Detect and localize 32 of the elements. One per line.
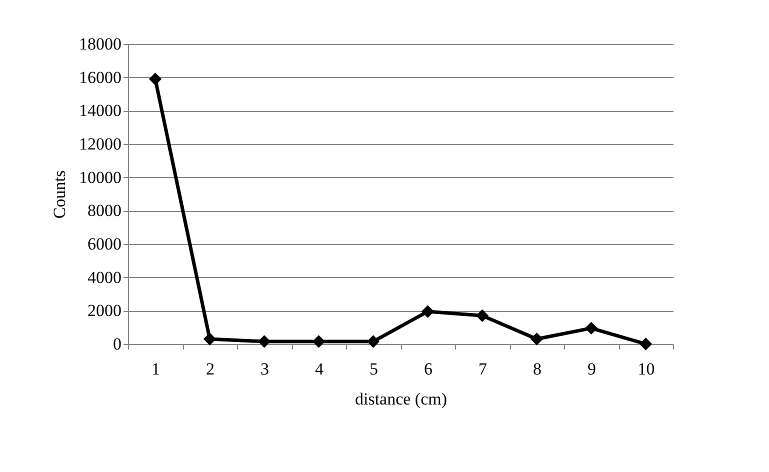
point (476, 309, 489, 322)
x-tick-label: 6 (424, 360, 432, 378)
y-tick-label: 14000 (79, 101, 122, 120)
point (366, 335, 380, 348)
point (203, 332, 216, 346)
y-tick-label: 12000 (79, 134, 122, 154)
point (639, 338, 652, 350)
x-tick-label: 8 (533, 360, 542, 378)
y-tick-label: 10000 (79, 168, 122, 187)
x-tick-label: 3 (260, 360, 269, 378)
y-tick-label: 2000 (88, 301, 122, 320)
y-tick-label: 6000 (88, 234, 122, 254)
point (584, 322, 598, 334)
point (312, 335, 326, 348)
x-tick-label: 9 (588, 360, 596, 378)
x-tick-label: 2 (206, 360, 214, 378)
x-axis-title: distance (cm) (354, 390, 448, 408)
y-tick-label: 16000 (79, 68, 122, 87)
y-tick-label: 0 (113, 334, 122, 354)
x-tick-label: 5 (370, 360, 378, 378)
y-axis-title: Counts (50, 170, 69, 219)
x-tick-label: 10 (638, 360, 655, 378)
x-tick-label: 1 (152, 360, 160, 378)
point (148, 72, 162, 86)
point (421, 305, 434, 318)
x-tick-label: 7 (478, 360, 488, 378)
y-tick-label: 18000 (79, 34, 122, 54)
y-tick-label: 4000 (88, 268, 122, 287)
y-tick-label: 8000 (88, 201, 122, 220)
point (258, 335, 271, 348)
point (530, 332, 544, 346)
x-tick-label: 4 (315, 360, 324, 378)
